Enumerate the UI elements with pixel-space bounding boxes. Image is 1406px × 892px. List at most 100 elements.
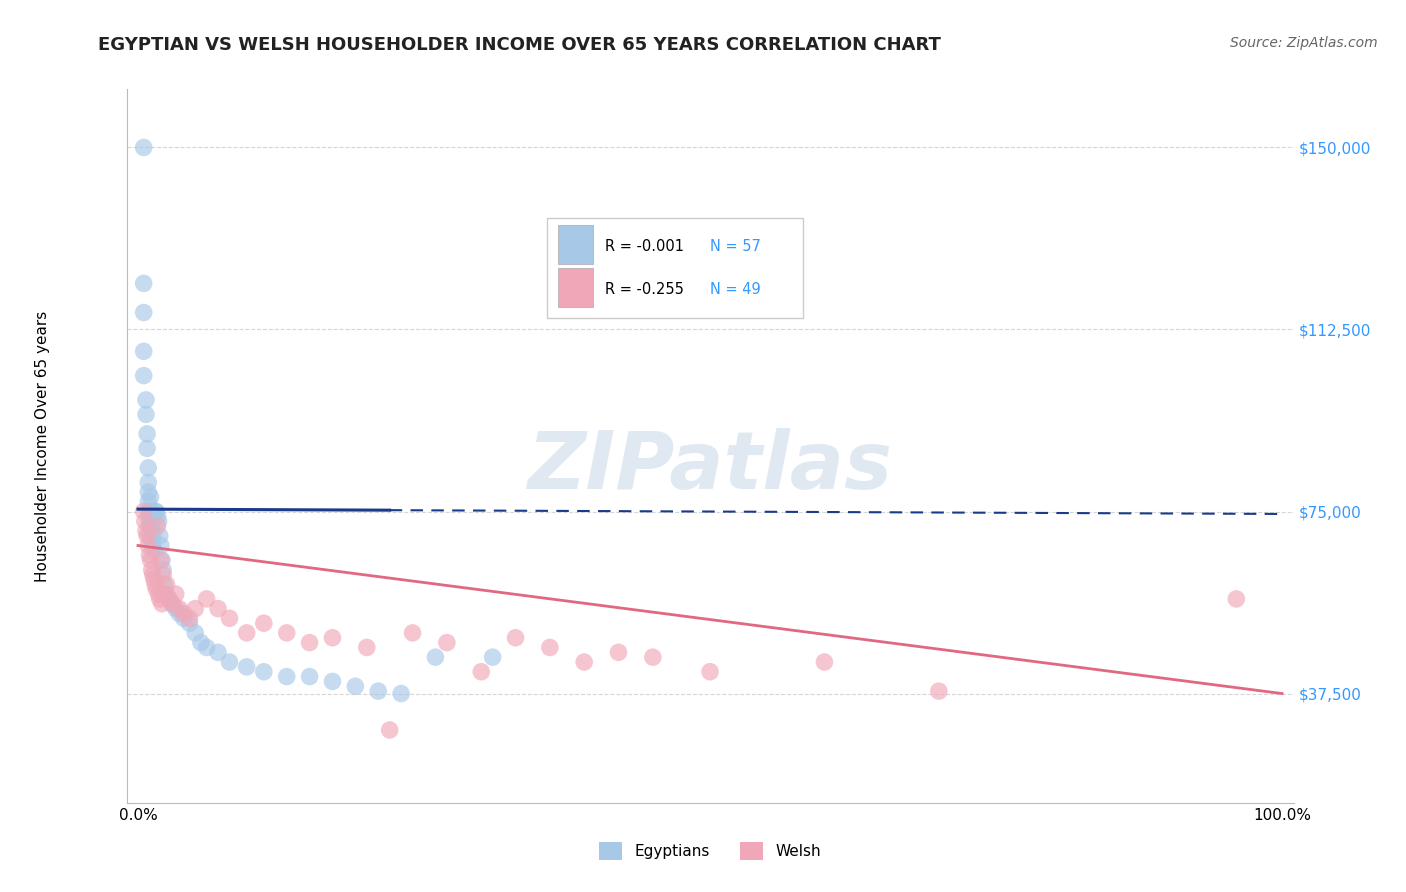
Point bbox=[218, 655, 240, 669]
Point bbox=[179, 611, 201, 625]
Point bbox=[481, 650, 503, 665]
Point bbox=[135, 524, 157, 538]
Point bbox=[813, 655, 835, 669]
Point bbox=[146, 509, 169, 524]
Point bbox=[141, 563, 163, 577]
Point bbox=[136, 426, 159, 441]
Point bbox=[143, 573, 166, 587]
FancyBboxPatch shape bbox=[558, 225, 593, 264]
Point bbox=[141, 524, 163, 538]
Point bbox=[425, 650, 447, 665]
Point bbox=[139, 519, 162, 533]
Point bbox=[641, 650, 664, 665]
Text: N = 49: N = 49 bbox=[710, 282, 761, 296]
Point bbox=[150, 597, 173, 611]
Point bbox=[538, 640, 561, 655]
Point bbox=[356, 640, 378, 655]
Text: EGYPTIAN VS WELSH HOUSEHOLDER INCOME OVER 65 YEARS CORRELATION CHART: EGYPTIAN VS WELSH HOUSEHOLDER INCOME OVE… bbox=[98, 36, 941, 54]
Point bbox=[138, 509, 160, 524]
Point bbox=[184, 601, 207, 615]
Point bbox=[135, 392, 157, 407]
Point bbox=[470, 665, 492, 679]
Point bbox=[136, 495, 159, 509]
Point bbox=[173, 607, 195, 621]
Point bbox=[173, 611, 195, 625]
Point bbox=[218, 611, 240, 625]
Point bbox=[572, 655, 595, 669]
Text: R = -0.255: R = -0.255 bbox=[605, 282, 683, 296]
Point bbox=[142, 567, 165, 582]
Point bbox=[928, 684, 950, 698]
Point bbox=[132, 305, 155, 319]
Point bbox=[389, 687, 412, 701]
Point bbox=[155, 587, 177, 601]
Point bbox=[155, 577, 177, 591]
Point bbox=[136, 442, 159, 456]
Point bbox=[134, 514, 156, 528]
Point bbox=[148, 587, 170, 601]
Point bbox=[141, 504, 163, 518]
Point bbox=[138, 514, 160, 528]
Point bbox=[136, 475, 159, 490]
Text: R = -0.001: R = -0.001 bbox=[605, 239, 683, 253]
Point bbox=[143, 504, 166, 518]
Point bbox=[699, 665, 721, 679]
Point bbox=[152, 567, 174, 582]
Point bbox=[143, 577, 166, 591]
Point bbox=[436, 635, 458, 649]
Point bbox=[149, 591, 172, 606]
Point bbox=[505, 631, 527, 645]
Point bbox=[132, 344, 155, 359]
Point bbox=[321, 631, 343, 645]
Point bbox=[132, 368, 155, 383]
Point bbox=[165, 601, 187, 615]
Point bbox=[165, 587, 187, 601]
Point bbox=[195, 591, 218, 606]
Point bbox=[167, 601, 190, 615]
Point bbox=[207, 601, 229, 615]
Point bbox=[152, 563, 174, 577]
Point bbox=[179, 616, 201, 631]
Point bbox=[184, 626, 207, 640]
Point bbox=[367, 684, 389, 698]
Point bbox=[1225, 591, 1247, 606]
Text: Source: ZipAtlas.com: Source: ZipAtlas.com bbox=[1230, 36, 1378, 50]
Point bbox=[607, 645, 630, 659]
Point bbox=[149, 553, 172, 567]
Point bbox=[139, 490, 162, 504]
FancyBboxPatch shape bbox=[558, 268, 593, 307]
Text: Householder Income Over 65 years: Householder Income Over 65 years bbox=[35, 310, 49, 582]
Point bbox=[153, 577, 176, 591]
Point bbox=[138, 519, 160, 533]
Point bbox=[190, 635, 212, 649]
Point bbox=[344, 679, 367, 693]
Point bbox=[378, 723, 401, 737]
Point bbox=[321, 674, 343, 689]
Point bbox=[141, 514, 163, 528]
Point bbox=[253, 665, 276, 679]
Point bbox=[136, 485, 159, 500]
Point bbox=[162, 597, 184, 611]
Point bbox=[167, 607, 190, 621]
Point bbox=[401, 626, 423, 640]
Point bbox=[142, 539, 165, 553]
Point bbox=[132, 140, 155, 154]
Point bbox=[132, 277, 155, 291]
Text: ZIPatlas: ZIPatlas bbox=[527, 428, 893, 507]
Text: N = 57: N = 57 bbox=[710, 239, 761, 253]
Point bbox=[150, 553, 173, 567]
Point bbox=[136, 529, 159, 543]
Point bbox=[138, 548, 160, 562]
Point bbox=[253, 616, 276, 631]
Point bbox=[298, 670, 321, 684]
Point bbox=[153, 587, 176, 601]
Point bbox=[132, 504, 155, 518]
Point bbox=[235, 626, 257, 640]
Point bbox=[138, 529, 160, 543]
Point bbox=[157, 591, 180, 606]
Point bbox=[136, 504, 159, 518]
Point bbox=[136, 460, 159, 475]
Point bbox=[146, 519, 169, 533]
Point bbox=[207, 645, 229, 659]
Point bbox=[157, 591, 180, 606]
